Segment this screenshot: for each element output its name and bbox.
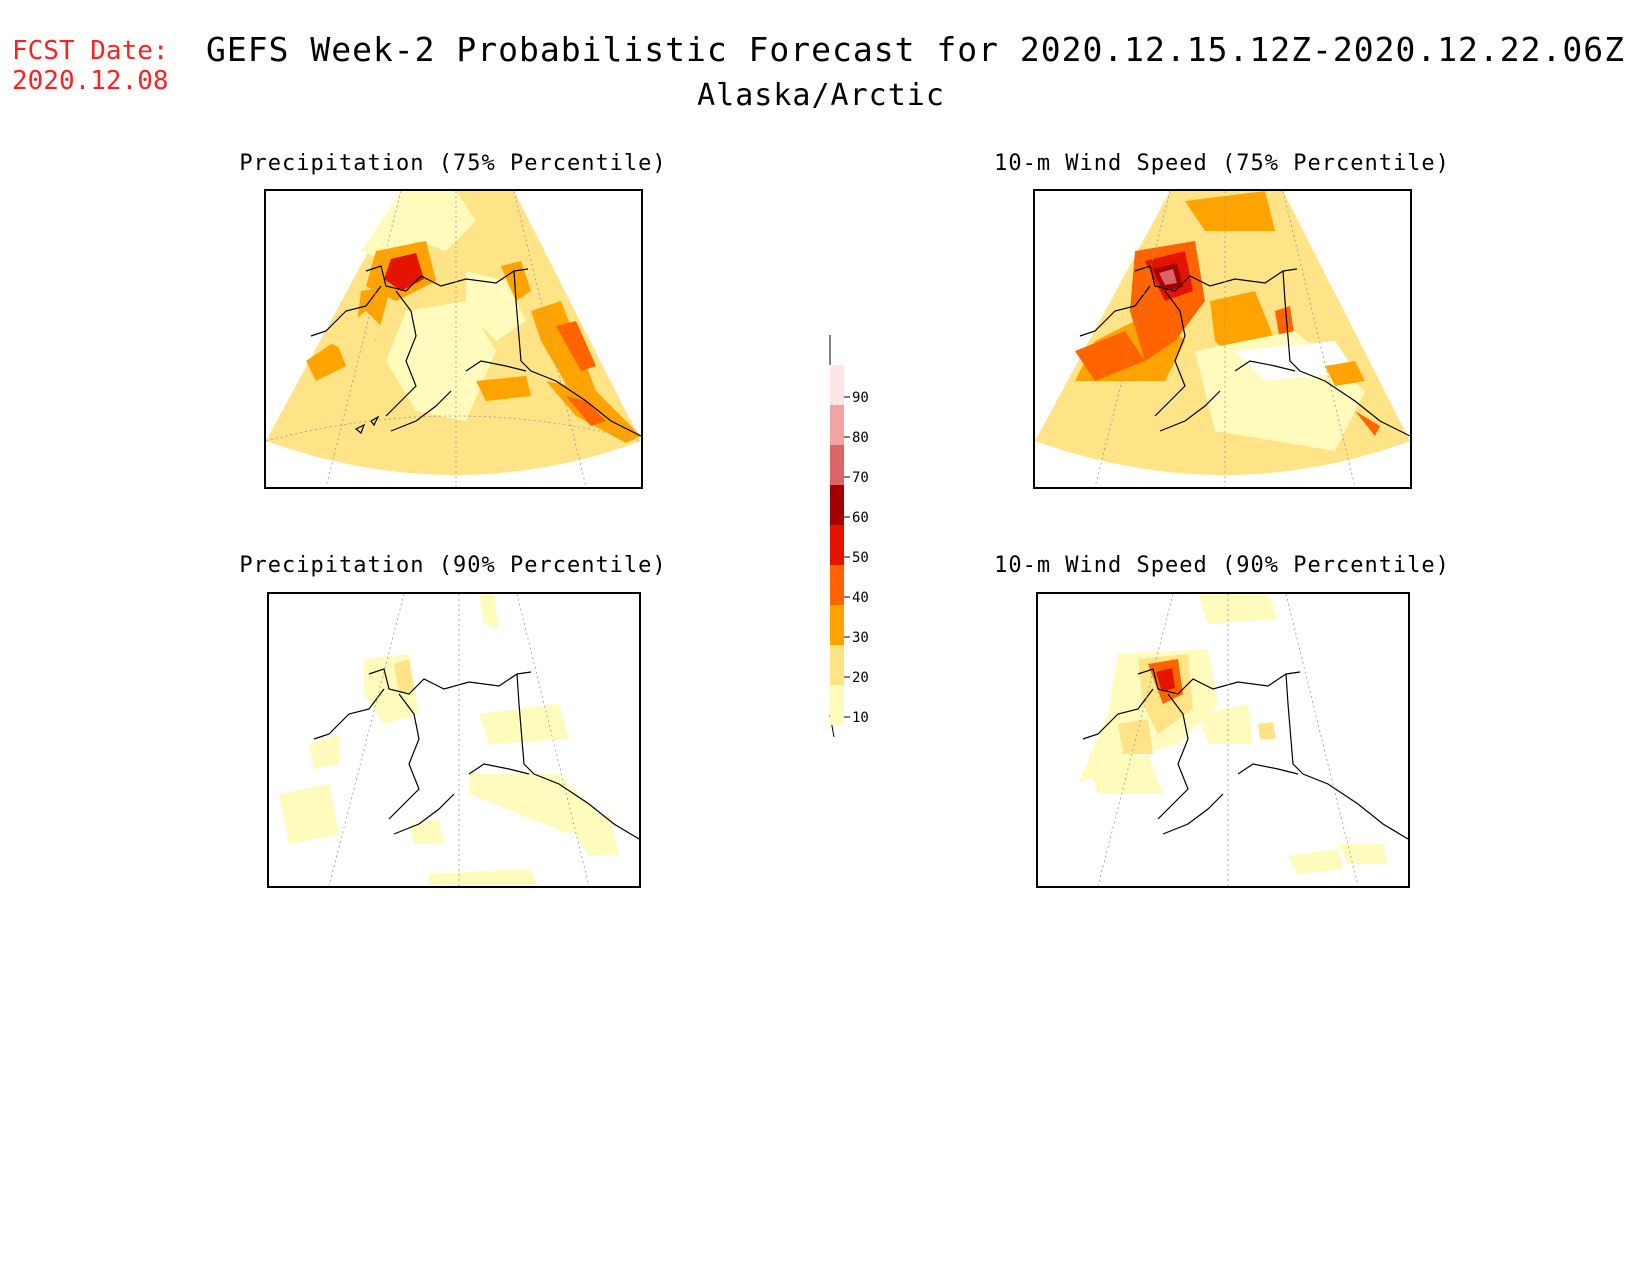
colorbar-swatch [830, 365, 844, 405]
map-panel-wind-75 [1033, 189, 1412, 489]
colorbar-label: 60 [852, 510, 869, 526]
colorbar-svg: 90 80 70 60 50 40 30 20 10 [829, 335, 869, 738]
colorbar-label: 50 [852, 550, 869, 566]
precip-75-map [266, 191, 641, 487]
map-panel-wind-90 [1036, 592, 1410, 888]
precip-90-map [279, 594, 639, 886]
region-subtitle: Alaska/Arctic [697, 78, 945, 113]
panel-title-wind-75: 10-m Wind Speed (75% Percentile) [994, 151, 1450, 176]
panel-title-precip-75: Precipitation (75% Percentile) [239, 151, 667, 176]
colorbar-label: 10 [852, 710, 869, 726]
colorbar-swatch [830, 525, 844, 565]
colorbar-swatch [830, 605, 844, 645]
colorbar-swatch [830, 405, 844, 445]
map-panel-precip-75 [264, 189, 643, 489]
colorbar-label: 90 [852, 390, 869, 406]
colorbar-swatch [830, 685, 844, 725]
panel-title-wind-90: 10-m Wind Speed (90% Percentile) [994, 553, 1450, 578]
colorbar-swatch [830, 445, 844, 485]
colorbar-swatch [830, 565, 844, 605]
colorbar-label: 80 [852, 430, 869, 446]
panel-title-precip-90: Precipitation (90% Percentile) [239, 553, 667, 578]
forecast-date-label: FCST Date: 2020.12.08 [12, 36, 169, 96]
wind-75-map [1035, 191, 1410, 487]
colorbar-swatch [830, 645, 844, 685]
colorbar-label: 30 [852, 630, 869, 646]
colorbar: 90 80 70 60 50 40 30 20 10 [820, 335, 890, 745]
colorbar-swatch [830, 485, 844, 525]
map-panel-precip-90 [267, 592, 641, 888]
wind-90-map [1078, 594, 1408, 886]
colorbar-label: 40 [852, 590, 869, 606]
colorbar-label: 70 [852, 470, 869, 486]
colorbar-label: 20 [852, 670, 869, 686]
